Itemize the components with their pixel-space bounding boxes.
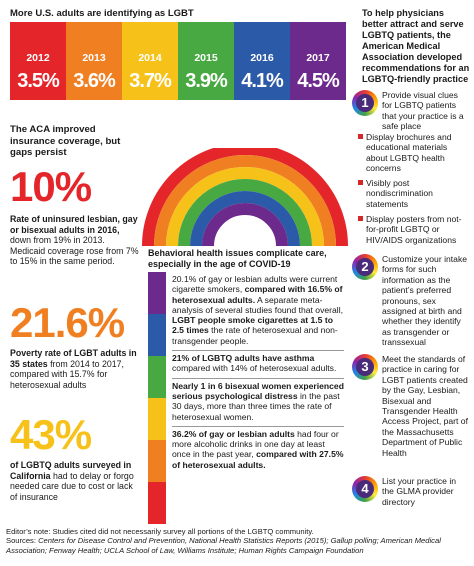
bar-2013: 2013 3.6% <box>66 22 122 100</box>
bar-year-label: 2013 <box>82 52 106 64</box>
recommendation-text: Customize your intake forms for such inf… <box>382 254 468 348</box>
bar-2016: 2016 4.1% <box>234 22 290 100</box>
stat-big-uninsured: 10% <box>10 163 92 210</box>
bullet-item: Display posters from not-for-profit LGBT… <box>358 214 470 245</box>
editors-note: Editor’s note: Studies cited did not nec… <box>6 527 314 536</box>
bar-value-label: 4.5% <box>297 70 340 92</box>
bar-year-label: 2017 <box>306 52 330 64</box>
behavioral-item-asthma: 21% of LGBTQ adults have asthma compared… <box>172 351 344 379</box>
rainbow-number-icon: 4 <box>352 476 378 502</box>
bar-value-label: 3.5% <box>17 70 60 92</box>
recommendation-text: List your practice in the GLMA provider … <box>382 476 457 507</box>
bullet-item: Visibly post nondiscrimination statement… <box>358 178 470 209</box>
bar-value-label: 4.1% <box>241 70 284 92</box>
bar-year-label: 2016 <box>250 52 274 64</box>
recommendation-3: 3 Meet the standards of practice in cari… <box>352 354 470 458</box>
bar-2015: 2015 3.9% <box>178 22 234 100</box>
behavioral-item-distress: Nearly 1 in 6 bisexual women experienced… <box>172 379 344 427</box>
bar-2012: 2012 3.5% <box>10 22 66 100</box>
recommendation-text: Provide visual clues for LGBTQ patients … <box>382 90 464 132</box>
rainbow-number-icon: 3 <box>352 354 378 380</box>
recommendation-2: 2 Customize your intake forms for such i… <box>352 254 470 348</box>
stat-big-poverty: 21.6% <box>10 299 125 346</box>
recommendation-text: Meet the standards of practice in caring… <box>382 354 468 458</box>
lgbt-identification-bar-chart: 2012 3.5% 2013 3.6% 2014 3.7% 2015 3.9% 2016 4.1%… <box>10 22 346 100</box>
recommendation-4: 4 List your practice in the GLMA provide… <box>352 476 470 507</box>
bar-value-label: 3.9% <box>185 70 228 92</box>
bar-2017: 2017 4.5% <box>290 22 346 100</box>
bar-year-label: 2014 <box>138 52 162 64</box>
stat-delayed-care-text: of LGBTQ adults surveyed in California h… <box>10 460 134 502</box>
rainbow-illustration <box>142 148 348 246</box>
footnote: Editor’s note: Studies cited did not nec… <box>6 527 468 555</box>
behavioral-heading: Behavioral health issues complicate care… <box>148 248 327 269</box>
behavioral-list: 20.1% of gay or lesbian adults were curr… <box>172 272 344 474</box>
sources: Sources: Centers for Disease Control and… <box>6 536 441 555</box>
bar-value-label: 3.7% <box>129 70 172 92</box>
bar-year-label: 2015 <box>194 52 218 64</box>
chart-title: More U.S. adults are identifying as LGBT <box>10 8 194 19</box>
stat-poverty-text: Poverty rate of LGBT adults in 35 states… <box>10 348 137 390</box>
rainbow-number-icon: 1 <box>352 90 378 116</box>
stat-big-delayed-care: 43% <box>10 411 92 458</box>
recommendations-heading: To help physicians better attract and se… <box>362 8 470 84</box>
rainbow-strip <box>148 272 166 524</box>
stat-uninsured-text: Rate of uninsured lesbian, gay or bisexu… <box>10 214 139 267</box>
bullet-item: Display brochures and educational materi… <box>358 132 470 174</box>
recommendation-1: 1 Provide visual clues for LGBTQ patient… <box>352 90 470 132</box>
rainbow-number-icon: 2 <box>352 254 378 280</box>
behavioral-item-smoking: 20.1% of gay or lesbian adults were curr… <box>172 272 344 352</box>
bar-year-label: 2012 <box>26 52 50 64</box>
aca-heading: The ACA improved insurance coverage, but… <box>10 124 121 158</box>
behavioral-item-alcohol: 36.2% of gay or lesbian adults had four … <box>172 428 344 470</box>
bar-2014: 2014 3.7% <box>122 22 178 100</box>
bar-value-label: 3.6% <box>73 70 116 92</box>
